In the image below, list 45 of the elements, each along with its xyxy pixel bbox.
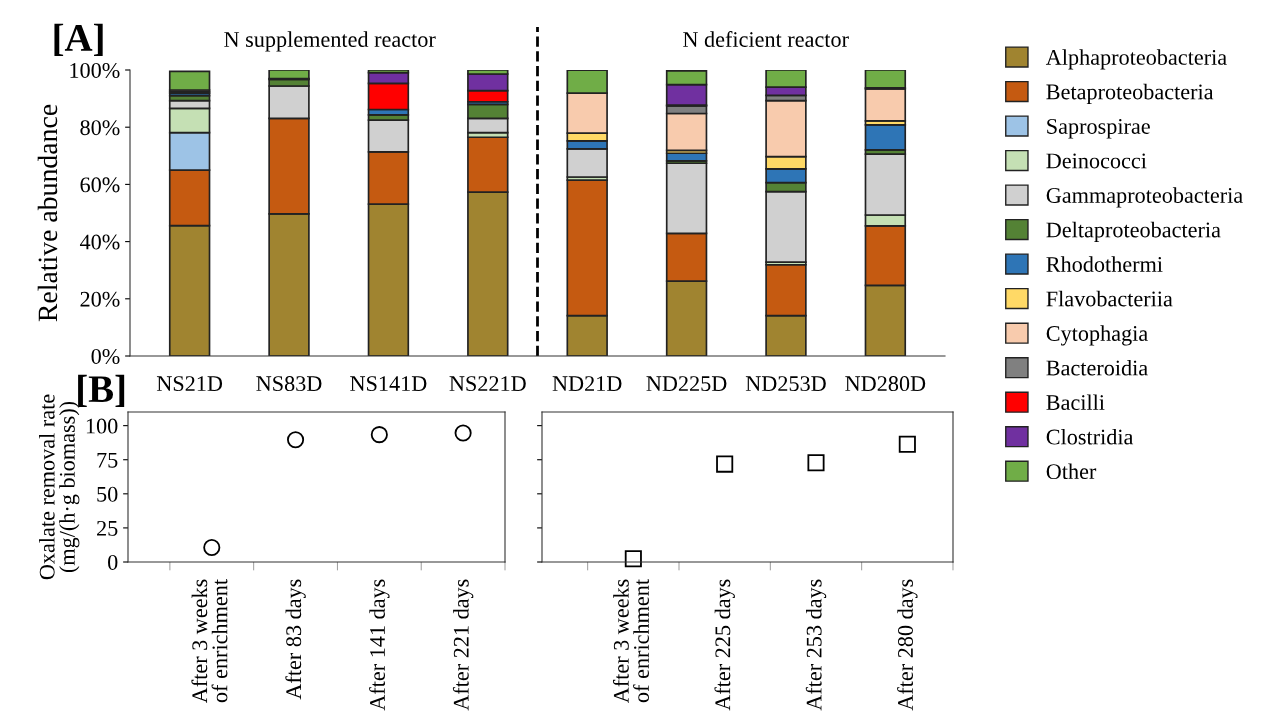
text: [B] <box>78 374 125 408</box>
x-tick-label: NS21D <box>156 376 223 392</box>
y-tick-label: 60% <box>80 177 120 193</box>
x-tick-label: After 253 days <box>805 579 827 711</box>
x-tick-label: ND21D <box>552 376 622 391</box>
x-tick-label: After 3 weeks of enrichment <box>191 579 228 704</box>
x-tick-label: After 280 days <box>897 579 918 711</box>
x-tick-label: NS221D <box>449 376 526 392</box>
x-tick-label: NS83D <box>256 376 322 392</box>
y-axis-title: Relative abundance <box>37 104 58 322</box>
y-tick-label: 0% <box>91 348 120 364</box>
legend-label: Rhodothermi <box>1046 256 1163 272</box>
text: N supplemented reactor <box>224 31 436 52</box>
legend-label: Betaproteobacteria <box>1046 83 1214 104</box>
legend-label: Other <box>1046 463 1097 480</box>
y-tick-label: 20% <box>80 291 120 307</box>
y-tick-label: 25 <box>97 520 118 536</box>
x-tick-label: After 225 days <box>714 579 735 711</box>
x-tick-label: After 221 days <box>452 579 474 711</box>
legend-label: Deltaproteobacteria <box>1046 221 1221 242</box>
x-tick-label: ND253D <box>745 376 826 392</box>
x-tick-label: After 3 weeks of enrichment <box>612 579 649 704</box>
y-tick-label: 75 <box>97 452 118 468</box>
y-tick-label: 0 <box>108 554 118 570</box>
y-tick-label: 50 <box>97 486 118 502</box>
legend-label: Gammaproteobacteria <box>1046 187 1243 208</box>
x-tick-label: ND225D <box>646 376 727 392</box>
legend-label: Saprospirae <box>1047 118 1150 139</box>
legend-label: Cytophagia <box>1046 325 1148 346</box>
x-tick-label: After 141 days <box>369 579 390 711</box>
x-tick-label: After 83 days <box>285 579 306 700</box>
text: N deficient reactor <box>683 31 849 47</box>
legend-label: Bacteroidia <box>1046 359 1148 376</box>
y-tick-label: 80% <box>80 120 120 136</box>
y-tick-label: 40% <box>79 234 120 250</box>
legend-label: Clostridia <box>1046 428 1134 445</box>
text: [A] <box>54 23 103 56</box>
legend-label: Alphaproteobacteria <box>1045 49 1227 70</box>
x-tick-label: ND280D <box>845 376 926 392</box>
legend-label: Bacilli <box>1046 394 1105 411</box>
y-tick-label: 100% <box>70 62 120 78</box>
legend-label: Flavobacteriia <box>1046 290 1173 307</box>
x-tick-label: NS141D <box>350 376 427 392</box>
legend-label: Deinococci <box>1046 153 1147 169</box>
y-tick-label: 100 <box>86 418 118 434</box>
